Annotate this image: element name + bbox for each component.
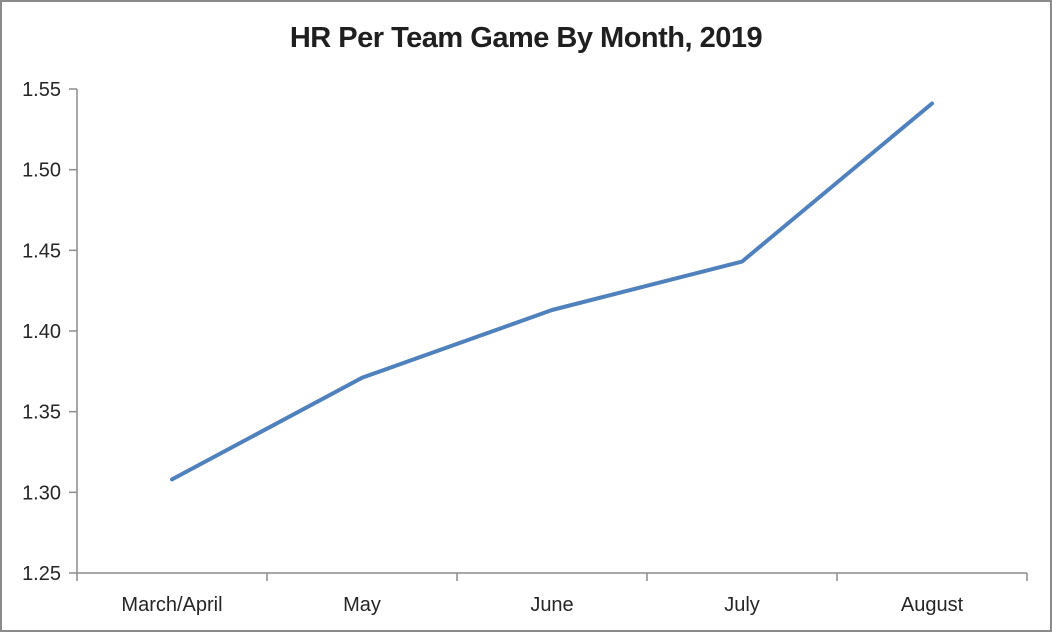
- x-category-label: May: [343, 594, 381, 616]
- x-category-label: August: [901, 594, 964, 616]
- x-category-label: July: [724, 594, 760, 616]
- y-axis-tick-label: 1.40: [22, 321, 61, 343]
- chart-title: HR Per Team Game By Month, 2019: [289, 22, 763, 54]
- y-axis-tick-label: 1.50: [22, 160, 61, 182]
- y-axis-tick-label: 1.45: [22, 240, 61, 262]
- y-axis-tick-label: 1.35: [22, 402, 61, 424]
- y-axis-tick-label: 1.25: [22, 563, 61, 585]
- y-axis-tick-label: 1.55: [22, 79, 61, 101]
- data-line-series: [170, 101, 934, 482]
- x-category-label: June: [530, 594, 573, 616]
- y-axis-tick-label: 1.30: [22, 482, 61, 504]
- x-category-label: March/April: [121, 594, 222, 616]
